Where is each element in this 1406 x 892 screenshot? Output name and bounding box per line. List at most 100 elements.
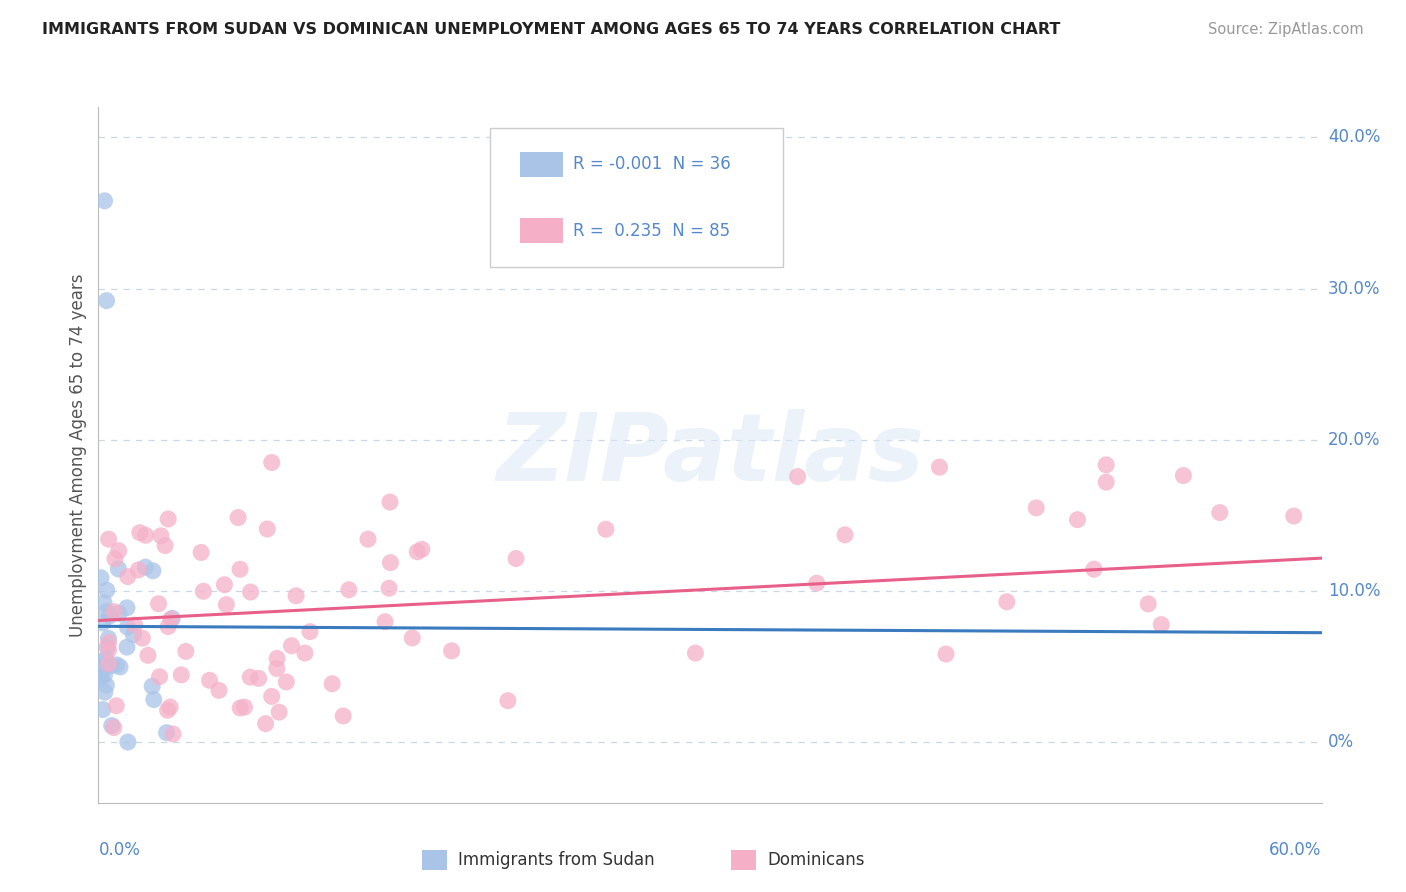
Point xyxy=(174,644,197,658)
Point xyxy=(995,595,1018,609)
Point xyxy=(226,510,249,524)
Point xyxy=(124,618,146,632)
Point xyxy=(1025,500,1047,515)
Point xyxy=(685,646,707,660)
Point xyxy=(276,675,298,690)
Point xyxy=(406,545,429,559)
Point xyxy=(93,668,115,682)
Point xyxy=(128,525,150,540)
Point xyxy=(94,652,117,666)
Point xyxy=(440,644,463,658)
Point xyxy=(239,585,262,599)
Point xyxy=(595,522,617,536)
Point xyxy=(786,469,808,483)
Point xyxy=(505,551,527,566)
Point xyxy=(134,560,156,574)
Point xyxy=(96,605,118,619)
Point xyxy=(378,495,401,509)
Point xyxy=(1095,458,1118,472)
Point xyxy=(94,685,117,699)
Point xyxy=(90,669,112,683)
Text: R =  0.235  N = 85: R = 0.235 N = 85 xyxy=(574,221,730,240)
Point xyxy=(97,635,120,649)
Point xyxy=(148,670,170,684)
Text: 60.0%: 60.0% xyxy=(1270,841,1322,859)
Point xyxy=(142,692,165,706)
FancyBboxPatch shape xyxy=(489,128,783,267)
Point xyxy=(928,460,950,475)
Point xyxy=(162,611,184,625)
Point xyxy=(806,576,828,591)
Point xyxy=(100,658,122,673)
Point xyxy=(96,678,118,692)
Point xyxy=(97,632,120,646)
Point xyxy=(90,571,112,585)
Point xyxy=(91,615,114,630)
Point xyxy=(157,620,180,634)
Point xyxy=(122,628,145,642)
Point xyxy=(1282,509,1305,524)
Point xyxy=(150,529,173,543)
Point xyxy=(254,716,277,731)
Point xyxy=(108,607,131,621)
Point xyxy=(332,709,354,723)
Point xyxy=(117,735,139,749)
Point xyxy=(294,646,316,660)
Point xyxy=(90,671,112,685)
Point xyxy=(93,194,115,208)
Point xyxy=(103,721,125,735)
Point xyxy=(103,605,125,619)
Point xyxy=(131,631,153,645)
Point xyxy=(96,293,118,308)
Point xyxy=(97,657,120,671)
Point xyxy=(170,668,193,682)
Point xyxy=(107,562,129,576)
Point xyxy=(834,528,856,542)
Text: 0.0%: 0.0% xyxy=(98,841,141,859)
Point xyxy=(229,562,252,576)
Point xyxy=(93,660,115,674)
Point xyxy=(357,532,380,546)
Point xyxy=(105,657,128,672)
Point xyxy=(105,698,128,713)
Text: Source: ZipAtlas.com: Source: ZipAtlas.com xyxy=(1208,22,1364,37)
Point xyxy=(108,660,131,674)
Point xyxy=(214,577,236,591)
Point xyxy=(411,542,433,557)
Point xyxy=(1209,506,1232,520)
Y-axis label: Unemployment Among Ages 65 to 74 years: Unemployment Among Ages 65 to 74 years xyxy=(69,273,87,637)
Point xyxy=(91,702,114,716)
Point xyxy=(93,596,115,610)
Point xyxy=(260,690,283,704)
Text: Dominicans: Dominicans xyxy=(768,851,865,869)
FancyBboxPatch shape xyxy=(520,219,564,243)
Point xyxy=(380,556,402,570)
Point xyxy=(104,551,127,566)
Point xyxy=(1083,562,1105,576)
Text: IMMIGRANTS FROM SUDAN VS DOMINICAN UNEMPLOYMENT AMONG AGES 65 TO 74 YEARS CORREL: IMMIGRANTS FROM SUDAN VS DOMINICAN UNEMP… xyxy=(42,22,1060,37)
Text: 20.0%: 20.0% xyxy=(1327,431,1381,449)
Point xyxy=(496,694,519,708)
Point xyxy=(142,564,165,578)
Point xyxy=(96,640,118,655)
Point xyxy=(148,597,170,611)
Point xyxy=(162,727,184,741)
Point xyxy=(378,581,401,595)
Point xyxy=(193,584,215,599)
Text: 40.0%: 40.0% xyxy=(1327,128,1381,146)
Point xyxy=(117,569,139,583)
Point xyxy=(117,620,139,634)
FancyBboxPatch shape xyxy=(520,153,564,177)
Point xyxy=(127,563,149,577)
Point xyxy=(1150,617,1173,632)
Point xyxy=(136,648,159,663)
Point xyxy=(160,612,183,626)
Point xyxy=(1095,475,1118,490)
Point xyxy=(229,701,252,715)
Point xyxy=(374,615,396,629)
Point xyxy=(935,647,957,661)
Point xyxy=(156,703,179,717)
Point xyxy=(266,651,288,665)
Text: 0%: 0% xyxy=(1327,733,1354,751)
Point xyxy=(1137,597,1160,611)
